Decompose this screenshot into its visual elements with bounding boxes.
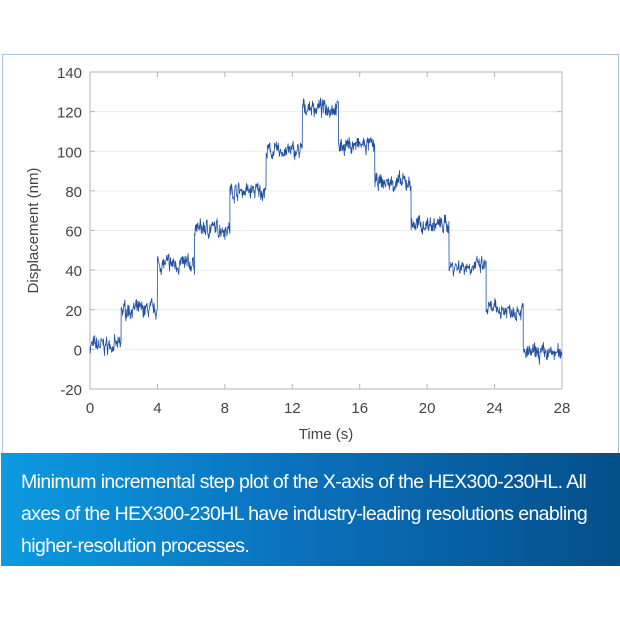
x-axis-label: Time (s) <box>299 426 353 443</box>
y-axis-label: Displacement (nm) <box>25 168 42 294</box>
y-tick-label: 40 <box>65 263 82 280</box>
x-tick-label: 0 <box>86 400 94 417</box>
x-tick-label: 12 <box>284 400 301 417</box>
y-tick-label: 120 <box>57 105 82 122</box>
y-tick-label: 100 <box>57 144 82 161</box>
figure-caption: Minimum incremental step plot of the X-a… <box>1 453 620 566</box>
y-tick-label: -20 <box>60 382 82 399</box>
x-tick-label: 16 <box>351 400 368 417</box>
x-tick-label: 20 <box>419 400 436 417</box>
x-tick-label: 4 <box>153 400 161 417</box>
y-tick-label: 80 <box>65 184 82 201</box>
y-tick-label: 20 <box>65 303 82 320</box>
y-tick-label: 140 <box>57 65 82 82</box>
y-tick-label: 60 <box>65 224 82 241</box>
y-tick-label: 0 <box>74 342 82 359</box>
chart-frame: -20 0 20 40 60 80 100 120 140 0 4 8 12 16 20 24 28 Time … <box>2 54 619 453</box>
x-tick-label: 8 <box>221 400 229 417</box>
displacement-trace <box>89 97 563 365</box>
x-tick-label: 24 <box>486 400 503 417</box>
x-tick-label: 28 <box>554 400 571 417</box>
